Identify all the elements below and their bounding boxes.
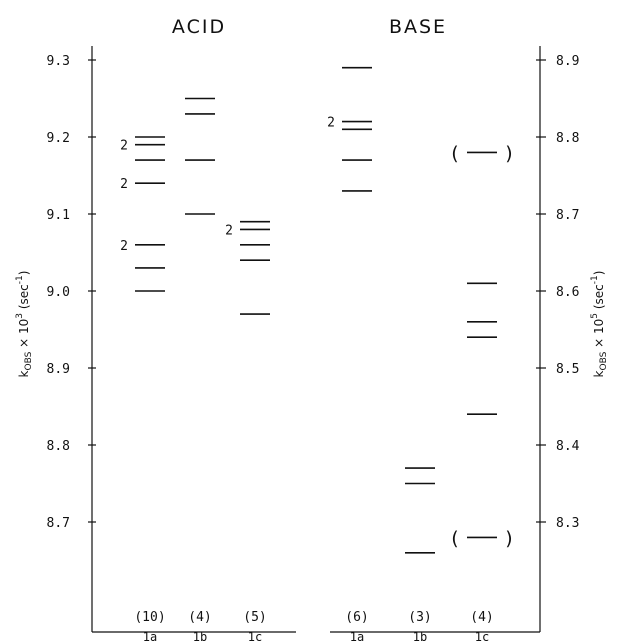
multiplicity-label: 2 bbox=[225, 223, 233, 238]
group-base-1b: (3)1b bbox=[405, 468, 435, 641]
left-paren: ( bbox=[451, 142, 458, 164]
left-tick-label: 9.3 bbox=[47, 54, 70, 69]
right-tick-label: 8.7 bbox=[556, 208, 579, 223]
multiplicity-label: 2 bbox=[120, 139, 128, 154]
right-tick-label: 8.6 bbox=[556, 285, 579, 300]
count-label: (5) bbox=[243, 610, 266, 625]
multiplicity-label: 2 bbox=[327, 116, 335, 131]
multiplicity-label: 2 bbox=[120, 239, 128, 254]
left-tick-label: 9.1 bbox=[47, 208, 70, 223]
right-tick-label: 8.4 bbox=[556, 439, 580, 454]
count-label: (4) bbox=[188, 610, 211, 625]
left-axis-ticks: 8.7 8.8 8.9 9.0 9.1 9.2 9.3 bbox=[47, 54, 96, 531]
left-tick-label: 8.7 bbox=[47, 516, 70, 531]
category-label: 1c bbox=[248, 630, 262, 641]
right-tick-label: 8.9 bbox=[556, 54, 579, 69]
right-tick-label: 8.5 bbox=[556, 362, 579, 377]
group-acid-1b: (4)1b bbox=[185, 99, 215, 641]
left-paren: ( bbox=[451, 527, 458, 549]
group-acid-1c: 2 (5) 1c bbox=[225, 222, 270, 641]
data-groups: 222(10)1a(4)1b2(5)1c2(6)1a(3)1b()()(4)1c bbox=[120, 68, 513, 641]
count-label: (3) bbox=[408, 610, 431, 625]
right-axis-title: kOBS × 105 (sec-1) bbox=[590, 271, 609, 378]
count-label: (4) bbox=[470, 610, 493, 625]
category-label: 1b bbox=[193, 630, 207, 641]
category-label: 1a bbox=[350, 630, 364, 641]
multiplicity-label: 2 bbox=[120, 177, 128, 192]
right-tick-label: 8.8 bbox=[556, 131, 579, 146]
left-axis-title: kOBS × 103 (sec-1) bbox=[15, 271, 34, 378]
right-paren: ) bbox=[505, 142, 512, 164]
group-base-1c: () () (4) 1c bbox=[451, 142, 512, 641]
category-label: 1a bbox=[143, 630, 157, 641]
base-panel-title: BASE bbox=[389, 16, 447, 38]
left-tick-label: 9.0 bbox=[47, 285, 70, 300]
left-tick-label: 9.2 bbox=[47, 131, 70, 146]
category-label: 1b bbox=[413, 630, 427, 641]
group-base-1a: 2 (6) 1a bbox=[327, 68, 372, 641]
left-tick-label: 8.8 bbox=[47, 439, 70, 454]
count-label: (10) bbox=[134, 610, 165, 625]
acid-panel-title: ACID bbox=[172, 16, 226, 38]
category-label: 1c bbox=[475, 630, 489, 641]
right-tick-label: 8.3 bbox=[556, 516, 579, 531]
left-tick-label: 8.9 bbox=[47, 362, 70, 377]
count-label: (6) bbox=[345, 610, 368, 625]
right-axis-ticks: 8.3 8.4 8.5 8.6 8.7 8.8 8.9 bbox=[536, 54, 580, 531]
group-acid-1a: 2 2 2 (10) 1a bbox=[120, 137, 165, 641]
right-paren: ) bbox=[505, 527, 512, 549]
